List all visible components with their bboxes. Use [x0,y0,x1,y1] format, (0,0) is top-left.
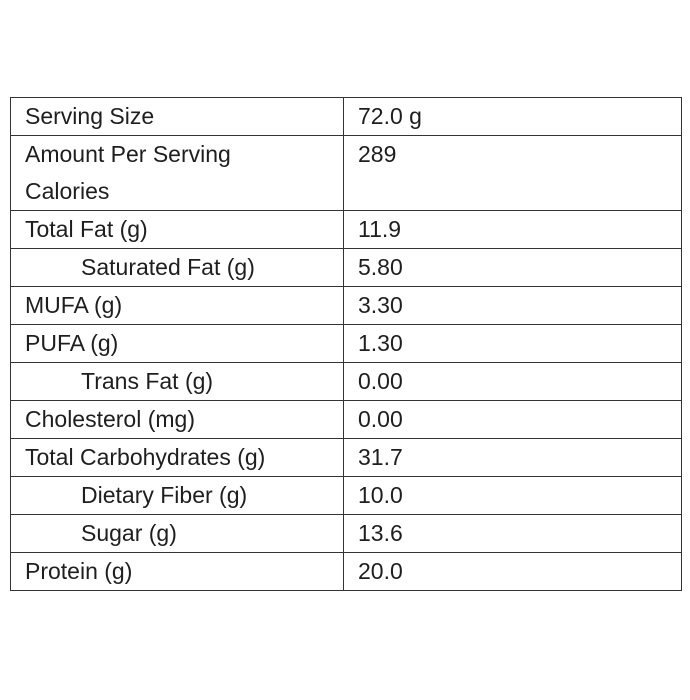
nutrient-label: Saturated Fat (g) [81,254,255,280]
nutrient-label: Amount Per Serving [25,141,231,167]
nutrient-label: Cholesterol (mg) [25,406,195,432]
nutrient-label: Dietary Fiber (g) [81,482,248,508]
amount-cell: 13.6 [343,514,682,553]
table-row: Trans Fat (g) 0.00 [10,362,682,401]
nutrient-cell: Protein (g) [10,552,344,591]
nutrient-cell: MUFA (g) [10,286,344,325]
table-row: Dietary Fiber (g) 10.0 [10,476,682,515]
nutrient-label: Calories [25,178,110,204]
amount-cell: 5.80 [343,248,682,287]
nutrient-cell: Trans Fat (g) [10,362,344,401]
amount-cell: 3.30 [343,286,682,325]
amount-cell: 10.0 [343,476,682,515]
nutrient-cell: Serving Size [10,97,344,136]
nutrient-label: Protein (g) [25,558,133,584]
table-row: Saturated Fat (g) 5.80 [10,248,682,287]
table-row: Amount Per Serving Calories 289 [10,135,682,211]
table-row: Total Fat (g) 11.9 [10,210,682,249]
nutrient-cell: PUFA (g) [10,324,344,363]
nutrient-label: PUFA (g) [25,330,119,356]
amount-cell: 72.0 g [343,97,682,136]
nutrient-label: MUFA (g) [25,292,123,318]
nutrient-cell: Dietary Fiber (g) [10,476,344,515]
table-row: Protein (g) 20.0 [10,552,682,591]
amount-cell: 0.00 [343,400,682,439]
nutrient-label: Trans Fat (g) [81,368,214,394]
amount-cell: 11.9 [343,210,682,249]
nutrient-label: Serving Size [25,103,155,129]
nutrient-cell: Amount Per Serving Calories [10,135,344,211]
nutrient-cell: Cholesterol (mg) [10,400,344,439]
table-row: PUFA (g) 1.30 [10,324,682,363]
table-row: Sugar (g) 13.6 [10,514,682,553]
nutrient-label: Total Carbohydrates (g) [25,444,266,470]
table-row: Total Carbohydrates (g) 31.7 [10,438,682,477]
nutrient-cell: Sugar (g) [10,514,344,553]
table-row: Cholesterol (mg) 0.00 [10,400,682,439]
nutrient-cell: Total Fat (g) [10,210,344,249]
nutrition-table: Serving Size 72.0 g Amount Per Serving Calo… [10,97,682,591]
nutrient-cell: Saturated Fat (g) [10,248,344,287]
amount-cell: 289 [343,135,682,211]
nutrient-label: Total Fat (g) [25,216,148,242]
table-row: MUFA (g) 3.30 [10,286,682,325]
amount-cell: 0.00 [343,362,682,401]
nutrient-cell: Total Carbohydrates (g) [10,438,344,477]
amount-cell: 31.7 [343,438,682,477]
nutrient-label: Sugar (g) [81,520,177,546]
table-row: Serving Size 72.0 g [10,97,682,136]
amount-cell: 20.0 [343,552,682,591]
amount-cell: 1.30 [343,324,682,363]
